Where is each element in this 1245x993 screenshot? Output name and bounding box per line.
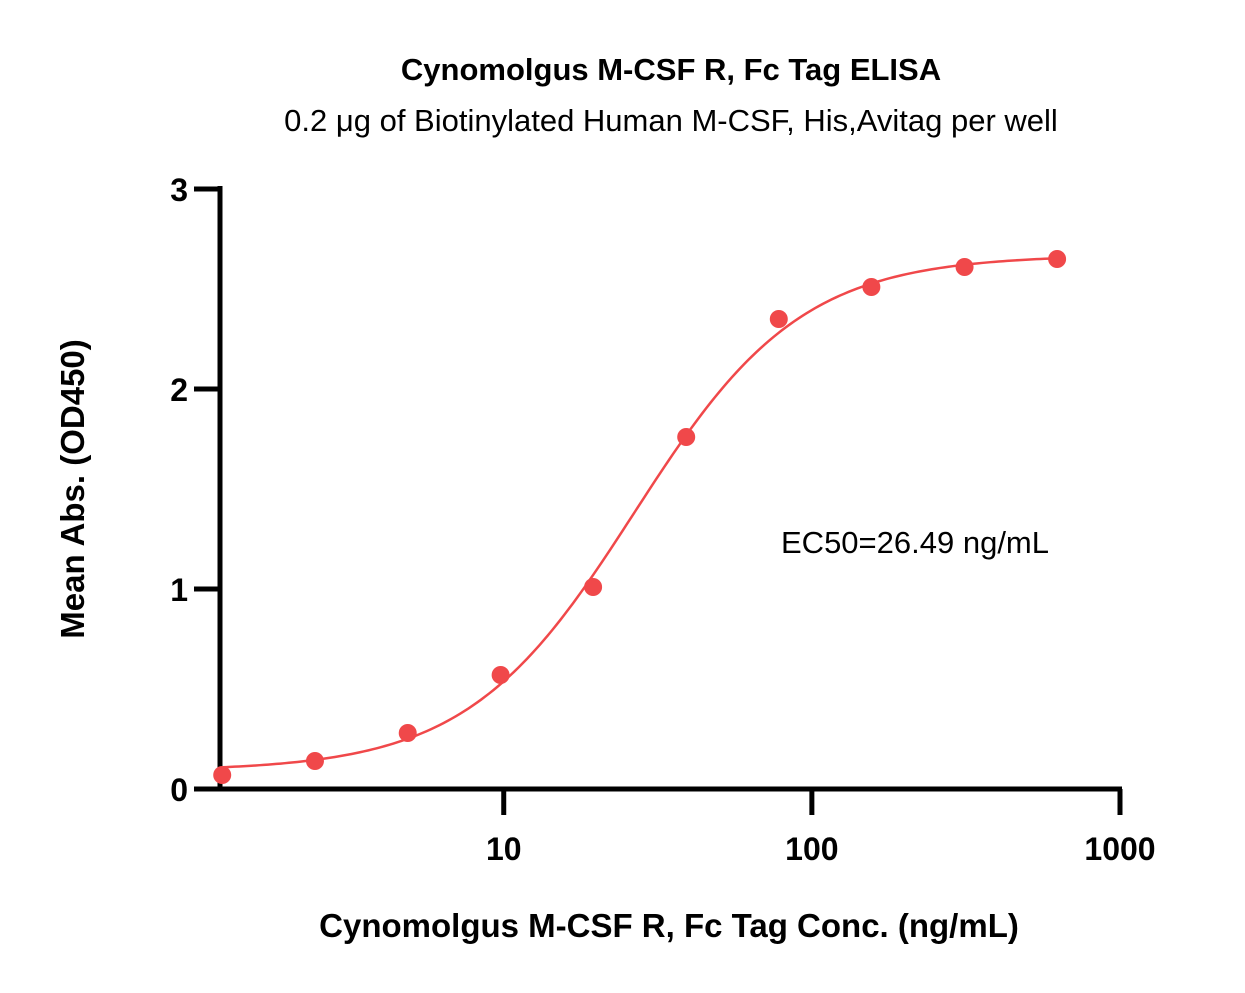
data-point-6: [677, 428, 696, 446]
x-tick-label-10: 10: [486, 831, 522, 867]
chart-subtitle: 0.2 μg of Biotinylated Human M-CSF, His,…: [284, 103, 1058, 138]
ec50-annotation: EC50=26.49 ng/mL: [781, 525, 1049, 560]
x-tick-label-100: 100: [785, 831, 838, 867]
data-point-3: [398, 724, 417, 742]
data-point-7: [769, 310, 788, 328]
data-point-2: [305, 752, 324, 770]
y-tick-label-3: 3: [170, 172, 188, 208]
y-ticks: 0 1 2 3: [170, 172, 220, 808]
data-point-9: [955, 258, 974, 276]
fit-curve: [222, 257, 1058, 769]
data-point-10: [1048, 250, 1067, 268]
y-tick-label-1: 1: [170, 572, 188, 608]
x-tick-label-1000: 1000: [1084, 831, 1155, 867]
data-point-4: [491, 666, 510, 684]
y-tick-label-2: 2: [170, 372, 188, 408]
chart-title: Cynomolgus M-CSF R, Fc Tag ELISA: [401, 52, 941, 87]
data-point-1: [213, 766, 232, 784]
data-point-8: [862, 278, 881, 296]
y-axis-label: Mean Abs. (OD450): [54, 339, 91, 639]
data-points: [213, 250, 1067, 784]
y-tick-label-0: 0: [170, 772, 188, 808]
data-point-5: [584, 578, 603, 596]
x-axis-label: Cynomolgus M-CSF R, Fc Tag Conc. (ng/mL): [319, 907, 1019, 944]
x-ticks: 10 100 1000: [486, 789, 1156, 867]
